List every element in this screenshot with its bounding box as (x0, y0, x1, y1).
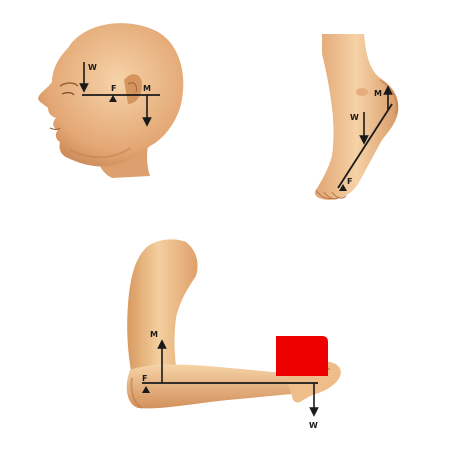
head-fulcrum-label: F (111, 84, 116, 93)
foot-panel: W M F (314, 34, 399, 200)
foot-fulcrum-label: F (347, 177, 352, 186)
foot-load-label: W (350, 113, 359, 122)
arm-effort-label: M (150, 330, 158, 339)
foot-effort-label: M (374, 89, 382, 98)
head-effort-label: M (143, 84, 151, 93)
foot-illustration (314, 34, 399, 200)
head-panel: W F M (38, 23, 184, 178)
arm-illustration (126, 239, 341, 409)
foot-fulcrum-icon (339, 184, 347, 191)
weight-block (276, 336, 328, 376)
arm-fulcrum-label: F (142, 374, 147, 383)
arm-fulcrum-icon (142, 386, 150, 393)
arm-panel: M F W (126, 239, 341, 430)
head-load-label: W (88, 63, 97, 72)
arm-load-label: W (309, 421, 318, 430)
head-fulcrum-icon (109, 95, 117, 102)
foot-lever-bar (337, 103, 393, 189)
